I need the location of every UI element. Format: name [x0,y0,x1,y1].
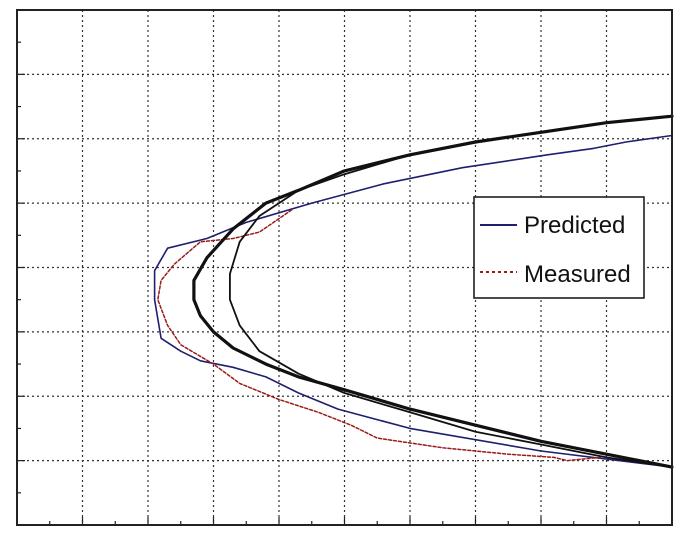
series-group [153,114,674,469]
grid [17,10,672,525]
plot-frame [16,9,673,526]
series-line-measured [157,208,601,462]
legend-box [473,196,645,299]
legend-label-predicted: Predicted [524,212,625,239]
series-line-predicted [153,134,673,468]
legend-label-measured: Measured [524,261,631,288]
legend: Predicted Measured [473,196,645,299]
series-line-boundary-inner [228,115,673,469]
